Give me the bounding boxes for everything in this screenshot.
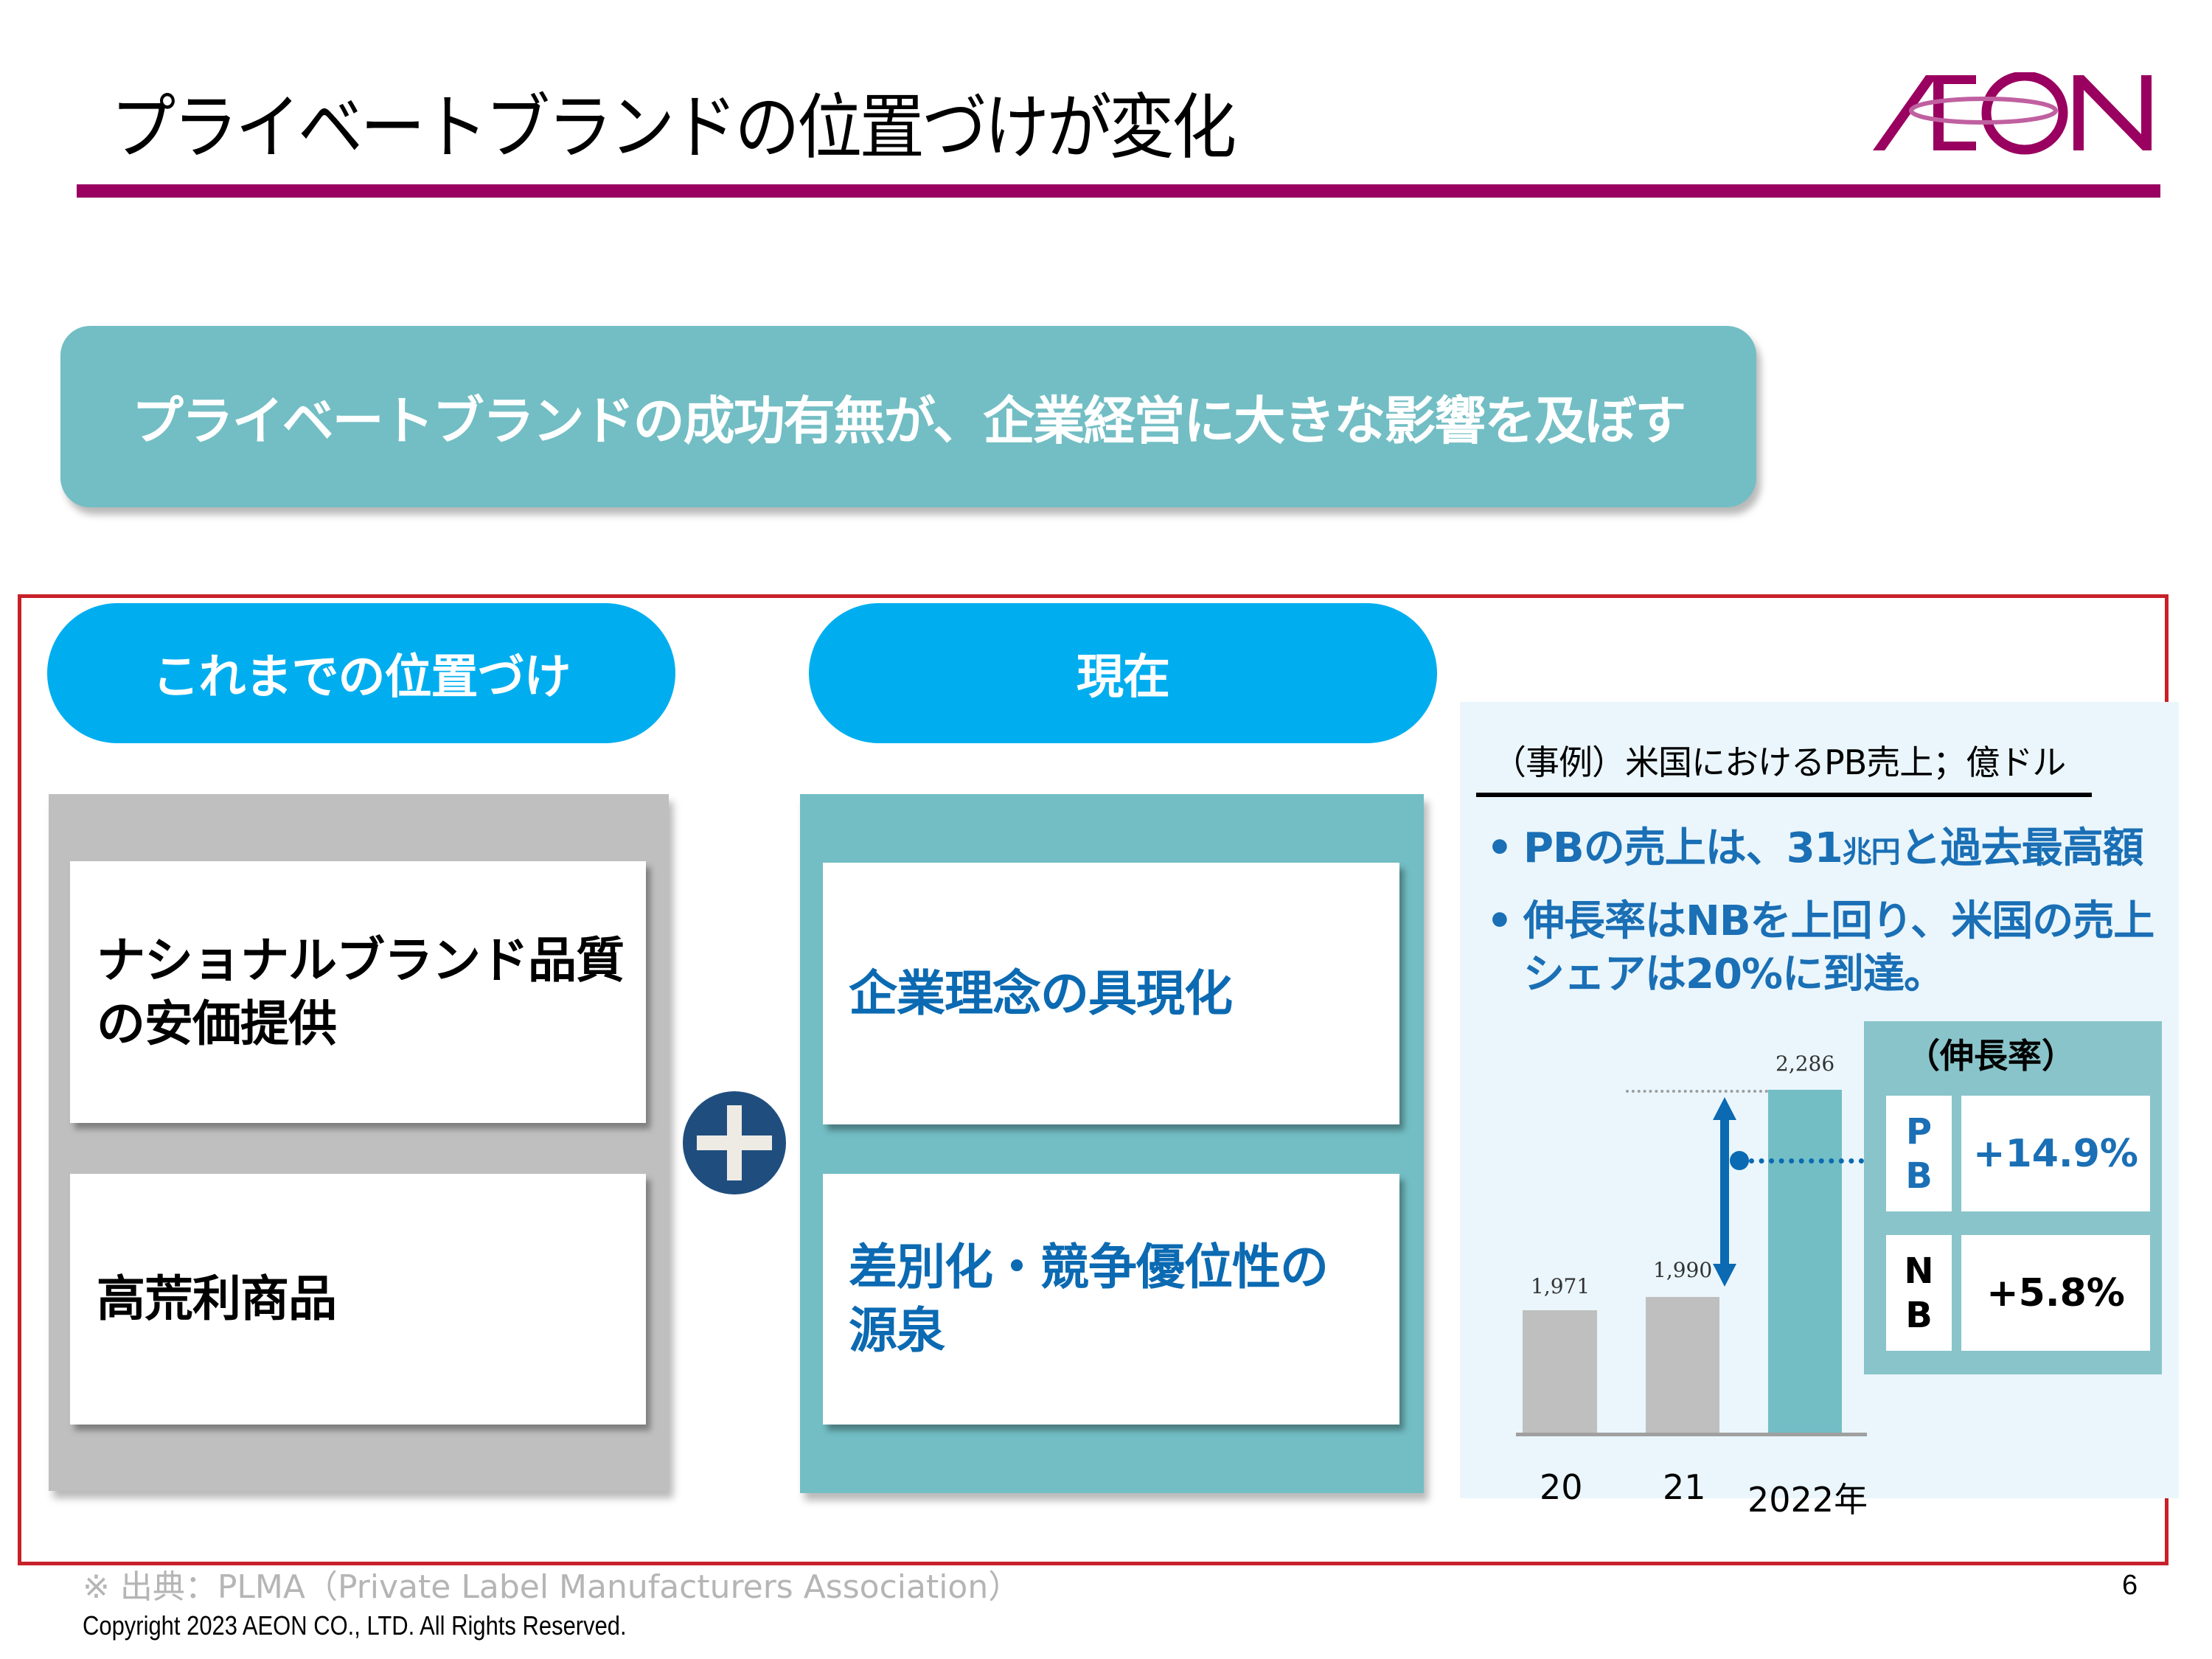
- bar-2020: [1523, 1310, 1597, 1433]
- label-letter: B: [1905, 1155, 1933, 1197]
- connector-dotted-line: [1749, 1158, 1864, 1164]
- arrow-down-icon: [1713, 1264, 1736, 1287]
- chart-baseline: [1516, 1433, 1867, 1436]
- arrow-up-icon: [1713, 1097, 1736, 1120]
- card-text: 企業理念の具現化: [849, 964, 1233, 1022]
- card-text: 差別化・競争優位性の: [849, 1239, 1329, 1295]
- bar-value-label: 2,286: [1775, 1051, 1835, 1076]
- card-nb-quality: ナショナルブランド品質 の安価提供: [70, 861, 646, 1123]
- label-letter: N: [1904, 1250, 1934, 1292]
- card-text: ナショナルブランド品質: [97, 931, 625, 989]
- x-axis-label: 21: [1663, 1467, 1706, 1507]
- headline-banner: プライベートブランドの成功有無が、企業経営に大きな影響を及ぼす: [60, 326, 1756, 507]
- bullet-icon: •: [1486, 897, 1513, 945]
- headline-text: プライベートブランドの成功有無が、企業経営に大きな影響を及ぼす: [131, 390, 1687, 451]
- plus-circle-icon: [683, 1091, 786, 1194]
- nb-growth-value: +5.8%: [1961, 1235, 2150, 1351]
- bar-2022: [1768, 1090, 1842, 1433]
- previous-positioning-heading: これまでの位置づけ: [47, 603, 675, 743]
- bar-value-label: 1,971: [1531, 1274, 1590, 1298]
- page-number: 6: [2122, 1570, 2138, 1601]
- bullet-list: • PBの売上は、31兆円と過去最高額 • 伸長率はNBを上回り、米国の売上 シェ…: [1476, 822, 2177, 1018]
- page-title: プライベートブランドの位置づけが変化: [111, 86, 1237, 169]
- x-axis-label: 20: [1540, 1467, 1583, 1507]
- pb-label: P B: [1886, 1096, 1952, 1211]
- copyright: Copyright 2023 AEON CO., LTD. All Rights…: [83, 1610, 627, 1641]
- current-positioning-heading: 現在: [809, 603, 1437, 743]
- card-text: 高荒利商品: [97, 1270, 337, 1327]
- source-note: ※ 出典：PLMA（Private Label Manufacturers As…: [83, 1568, 1021, 1606]
- bullet-item: • 伸長率はNBを上回り、米国の売上 シェアは20%に到達。: [1476, 895, 2177, 1001]
- card-differentiation: 差別化・競争優位性の 源泉: [823, 1174, 1399, 1425]
- pb-growth-value: +14.9%: [1961, 1096, 2150, 1211]
- bullet-item: • PBの売上は、31兆円と過去最高額: [1476, 822, 2177, 879]
- card-high-margin: 高荒利商品: [70, 1174, 646, 1425]
- aeon-logo: [1873, 72, 2152, 155]
- card-text: の安価提供: [97, 995, 337, 1052]
- x-axis-label: 2022年: [1747, 1480, 1868, 1520]
- connector-dot-icon: [1730, 1151, 1749, 1170]
- case-title-underline: [1476, 793, 2092, 797]
- title-divider: [77, 184, 2160, 198]
- bar-2021: [1646, 1297, 1719, 1433]
- bar-value-label: 1,990: [1653, 1258, 1713, 1282]
- label-letter: B: [1905, 1294, 1933, 1336]
- label-letter: P: [1905, 1110, 1933, 1152]
- bullet-unit: 兆円: [1842, 835, 1901, 869]
- reference-dotted-line: [1626, 1090, 1768, 1093]
- bullet-text: シェアは20%に到達。: [1523, 950, 1945, 998]
- nb-label: N B: [1886, 1235, 1952, 1351]
- bullet-text: PBの売上は、31: [1523, 824, 1843, 872]
- bullet-text: と過去最高額: [1899, 824, 2144, 872]
- growth-rate-title: （伸長率）: [1906, 1036, 2076, 1076]
- bullet-icon: •: [1486, 824, 1513, 872]
- card-corporate-philosophy: 企業理念の具現化: [823, 863, 1399, 1124]
- growth-arrow-icon: [1720, 1117, 1729, 1268]
- card-text: 源泉: [849, 1302, 945, 1359]
- bullet-text: 伸長率はNBを上回り、米国の売上: [1523, 897, 2154, 945]
- heading-label: これまでの位置づけ: [152, 650, 571, 705]
- case-title: （事例）米国におけるPB売上；億ドル: [1492, 742, 2066, 782]
- heading-label: 現在: [1077, 650, 1170, 705]
